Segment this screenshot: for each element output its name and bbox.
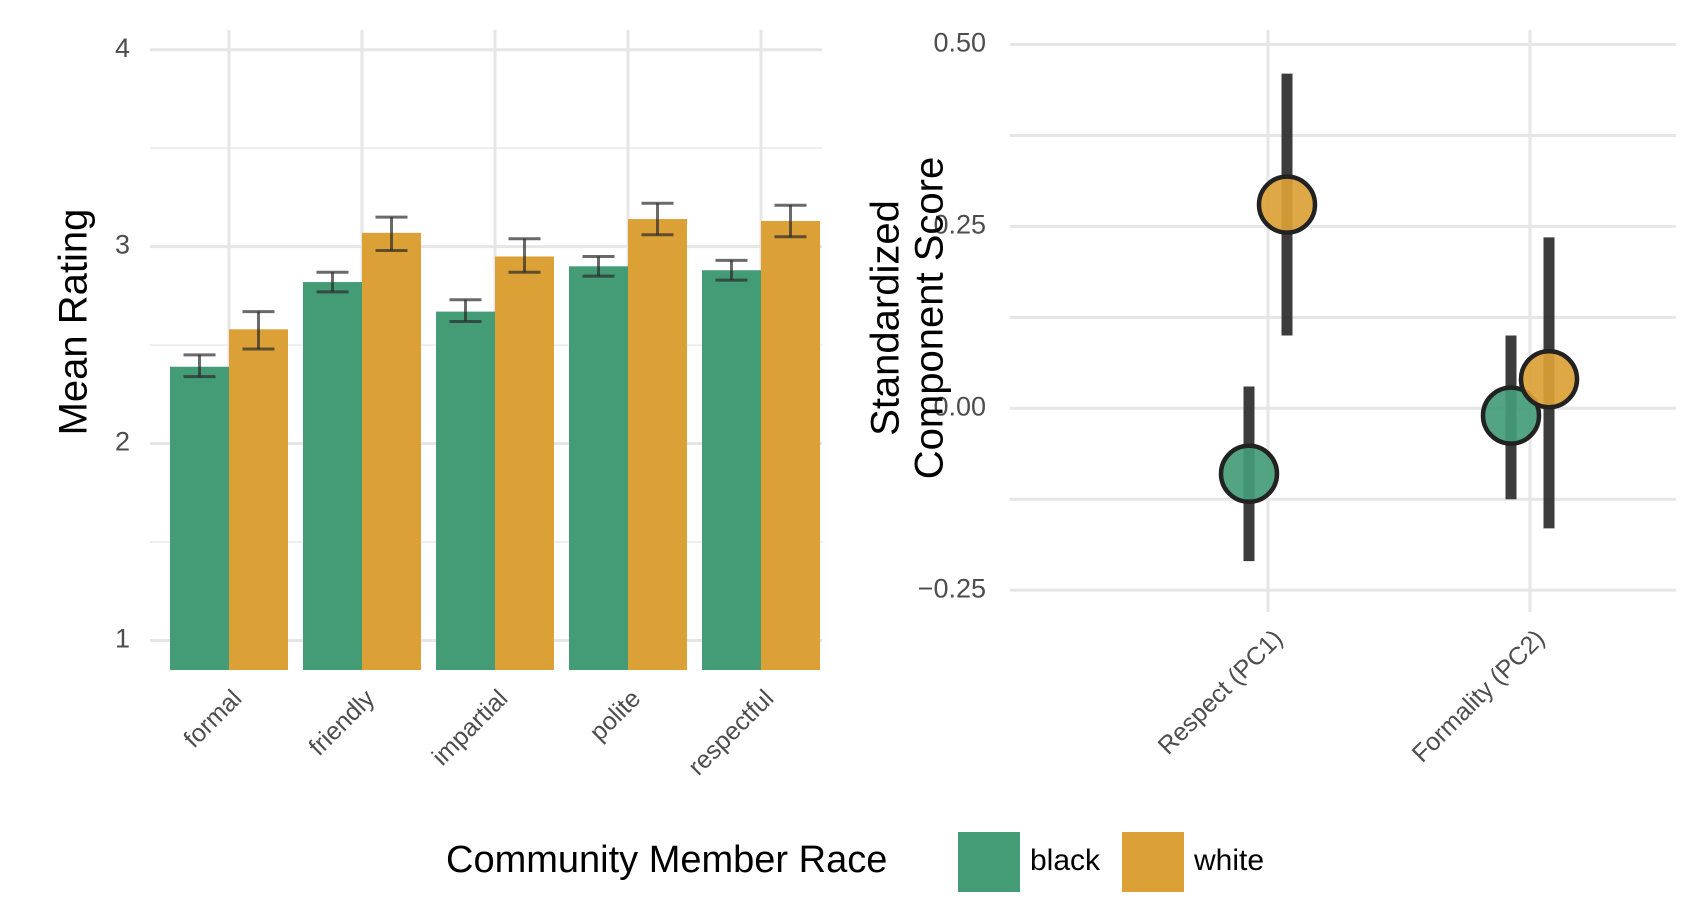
legend: Community Member Race black white	[446, 832, 1264, 892]
legend-label-white: white	[1193, 844, 1264, 877]
bar-white-formal	[229, 329, 288, 670]
score-chart-y-axis-title: Standardized Component Score	[864, 157, 952, 479]
y-tick-label: 1	[115, 624, 130, 654]
legend-title: Community Member Race	[446, 839, 887, 881]
error-bar-white-respectful	[774, 203, 807, 239]
x-tick-label: friendly	[303, 684, 380, 761]
score-chart-x-ticks: Respect (PC1) Formality (PC2)	[1153, 624, 1551, 768]
error-bar-black-impartial	[449, 298, 482, 323]
score-chart-panel: −0.25 0.00 0.25 0.50 Respect (PC1) Formality…	[864, 28, 1676, 768]
bar-white-polite	[628, 219, 687, 671]
bar-chart-panel: 1 2 3 4 formal friendly impartial polite respec…	[52, 30, 822, 781]
y-tick-label: 0.50	[933, 28, 986, 58]
error-bar-black-polite	[582, 254, 615, 278]
bar-black-polite	[569, 266, 628, 670]
score-chart-points	[1218, 174, 1580, 505]
bar-chart-y-axis-title: Mean Rating	[52, 209, 96, 436]
x-tick-label: impartial	[427, 684, 514, 771]
y-tick-label: 4	[115, 33, 130, 63]
error-bar-white-formal	[242, 310, 275, 351]
bar-chart-bars	[170, 219, 820, 671]
score-chart-y-ticks: −0.25 0.00 0.25 0.50	[918, 28, 986, 604]
point-black-1	[1480, 385, 1542, 446]
legend-label-black: black	[1030, 844, 1101, 877]
error-bar-white-polite	[641, 201, 674, 237]
x-tick-label: formal	[178, 684, 247, 753]
error-bar-white-friendly	[375, 215, 408, 253]
error-bar-black-friendly	[316, 270, 349, 294]
bar-chart-error-bars	[183, 201, 807, 379]
error-bar-white-impartial	[508, 237, 541, 274]
score-chart-y-axis-title-line-1: Standardized	[864, 200, 908, 436]
bar-black-impartial	[436, 311, 495, 670]
bar-black-friendly	[303, 282, 362, 670]
error-bar-black-respectful	[715, 258, 748, 282]
point-white-0	[1256, 174, 1318, 235]
y-tick-label: 0.00	[933, 391, 986, 421]
score-chart-grid	[1010, 30, 1676, 612]
x-tick-label: Formality (PC2)	[1407, 624, 1551, 768]
score-chart-y-axis-title-line-2: Component Score	[908, 157, 952, 479]
bar-chart-x-ticks: formal friendly impartial polite respectful	[178, 684, 779, 781]
bar-black-formal	[170, 366, 229, 670]
legend-swatch-white	[1122, 832, 1184, 892]
x-tick-label: respectful	[683, 684, 779, 780]
y-tick-label: 3	[115, 230, 130, 260]
y-tick-label: 2	[115, 427, 130, 457]
legend-swatch-black	[958, 832, 1020, 892]
bar-chart-y-ticks: 1 2 3 4	[115, 33, 130, 654]
x-tick-label: Respect (PC1)	[1153, 624, 1289, 760]
point-black-0	[1218, 443, 1280, 505]
y-tick-label: 0.25	[933, 210, 986, 240]
y-tick-label: −0.25	[918, 573, 986, 603]
bar-black-respectful	[702, 270, 761, 670]
x-tick-label: polite	[584, 684, 646, 746]
point-white-1	[1518, 348, 1580, 410]
bar-white-impartial	[495, 256, 554, 670]
error-bar-black-formal	[183, 353, 216, 379]
bar-white-respectful	[761, 221, 820, 670]
bar-white-friendly	[362, 232, 421, 671]
